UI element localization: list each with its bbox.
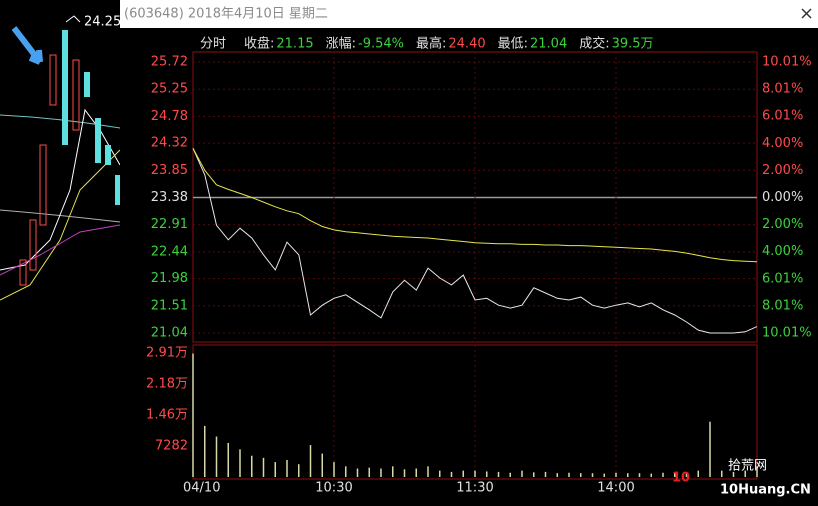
y-tick-label: 24.78 <box>151 109 188 124</box>
y-tick-label: 23.38 <box>151 190 188 205</box>
y2-tick-label: 6.01% <box>762 271 803 286</box>
x-tick-label: 11:30 <box>456 481 493 496</box>
candle <box>105 145 111 165</box>
y2-tick-label: 6.01% <box>762 109 803 124</box>
x-tick-label: 10:30 <box>315 481 352 496</box>
candle <box>95 118 101 163</box>
candle <box>72 59 80 131</box>
high-marker <box>65 15 81 23</box>
candle <box>29 219 37 271</box>
watermark-site: 10Huang.CN <box>720 483 811 498</box>
watermark-logo: 10 <box>672 471 690 486</box>
volume-tick-label: 2.18万 <box>146 377 188 392</box>
y-tick-label: 24.32 <box>151 136 188 151</box>
y-tick-label: 21.98 <box>151 271 188 286</box>
y2-tick-label: 0.00% <box>762 190 803 205</box>
ma-line <box>0 149 121 301</box>
y2-tick-label: 10.01% <box>762 326 812 341</box>
info-label: 涨幅: <box>326 37 356 52</box>
candle <box>84 72 90 97</box>
y2-tick-label: 2.00% <box>762 217 803 232</box>
y-tick-label: 25.72 <box>151 55 188 70</box>
x-tick-label: 14:00 <box>597 481 634 496</box>
info-label: 收盘: <box>244 36 274 52</box>
y-tick-label: 22.44 <box>151 244 188 259</box>
x-tick-label: 04/10 <box>183 481 220 496</box>
info-label: 最低: <box>498 37 528 52</box>
info-value: -9.54% <box>358 37 404 52</box>
window <box>120 0 818 506</box>
window-title: (603648) 2018年4月10日 星期二 <box>124 7 328 22</box>
candle <box>62 30 68 145</box>
y2-tick-label: 10.01% <box>762 55 812 70</box>
price-line <box>192 148 758 263</box>
close-button[interactable] <box>801 8 812 19</box>
price-line <box>192 148 758 334</box>
info-value: 39.5万 <box>612 37 654 52</box>
y-tick-label: 25.25 <box>151 82 188 97</box>
candle <box>39 144 47 226</box>
volume-tick-label: 2.91万 <box>146 346 188 361</box>
candle <box>19 259 27 286</box>
info-value: 21.04 <box>530 37 567 52</box>
y2-tick-label: 4.00% <box>762 244 803 259</box>
watermark: 10 拾荒网 10Huang.CN <box>672 459 811 498</box>
volume-tick-label: 1.46万 <box>146 408 188 423</box>
y-tick-label: 23.85 <box>151 163 188 178</box>
y2-tick-label: 4.00% <box>762 136 803 151</box>
arrow <box>11 26 43 65</box>
y2-tick-label: 8.01% <box>762 298 803 313</box>
y2-tick-label: 8.01% <box>762 82 803 97</box>
candle <box>115 175 120 205</box>
watermark-name: 拾荒网 <box>728 459 767 474</box>
candle <box>49 54 57 106</box>
info-label: 最高: <box>416 36 446 52</box>
candle-panel: 24.25 <box>0 15 121 301</box>
mode-label: 分时 <box>200 37 226 52</box>
y-tick-label: 21.51 <box>151 298 188 313</box>
ma-line <box>0 114 121 129</box>
info-value: 21.15 <box>276 37 313 52</box>
volume-tick-label: 7282 <box>155 439 188 454</box>
info-label: 成交: <box>579 36 609 52</box>
high-label: 24.25 <box>84 15 121 30</box>
title-bar <box>120 0 818 28</box>
y-tick-label: 21.04 <box>151 326 188 341</box>
info-value: 24.40 <box>448 37 485 52</box>
y2-tick-label: 2.00% <box>762 163 803 178</box>
y-tick-label: 22.91 <box>151 217 188 232</box>
